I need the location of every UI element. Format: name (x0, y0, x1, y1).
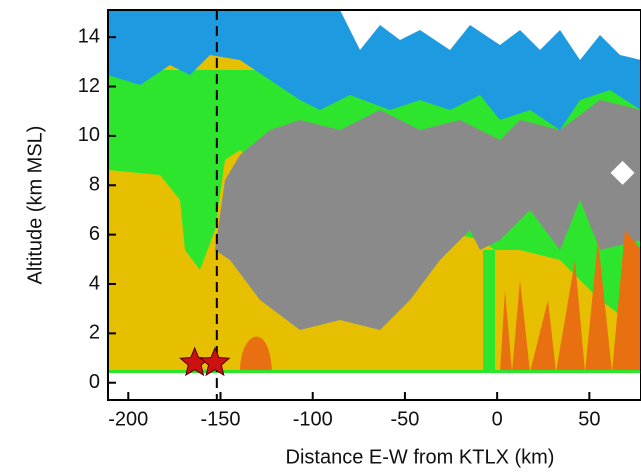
y-tick-label: 14 (78, 25, 100, 47)
y-axis-label: Altitude (km MSL) (24, 126, 46, 285)
field-cloud (340, 10, 641, 60)
y-tick-label: 2 (89, 322, 100, 344)
diamond-marker (610, 160, 635, 185)
y-tick-label: 6 (89, 223, 100, 245)
x-tick-label: 50 (578, 408, 600, 430)
y-tick-label: 12 (78, 75, 100, 97)
y-tick-label: 0 (89, 371, 100, 393)
x-axis-label: Distance E-W from KTLX (km) (286, 446, 555, 468)
field (108, 10, 641, 400)
y-tick-label: 4 (89, 272, 100, 294)
field-green-column (483, 250, 495, 372)
field-ground-line (108, 370, 641, 373)
field-orange-cell (240, 336, 272, 372)
y-tick-label: 8 (89, 174, 100, 196)
x-tick-label: -50 (390, 408, 419, 430)
x-tick-label: 0 (492, 408, 503, 430)
y-tick-label: 10 (78, 124, 100, 146)
x-tick-label: -200 (108, 408, 148, 430)
field-orange (500, 230, 641, 372)
field-ground (108, 373, 641, 400)
x-tick-label: -150 (200, 408, 240, 430)
star-marker (199, 346, 231, 377)
field-gray (215, 100, 641, 330)
field-blue (108, 10, 641, 130)
x-tick-label: -100 (293, 408, 333, 430)
plot-frame (107, 9, 641, 401)
